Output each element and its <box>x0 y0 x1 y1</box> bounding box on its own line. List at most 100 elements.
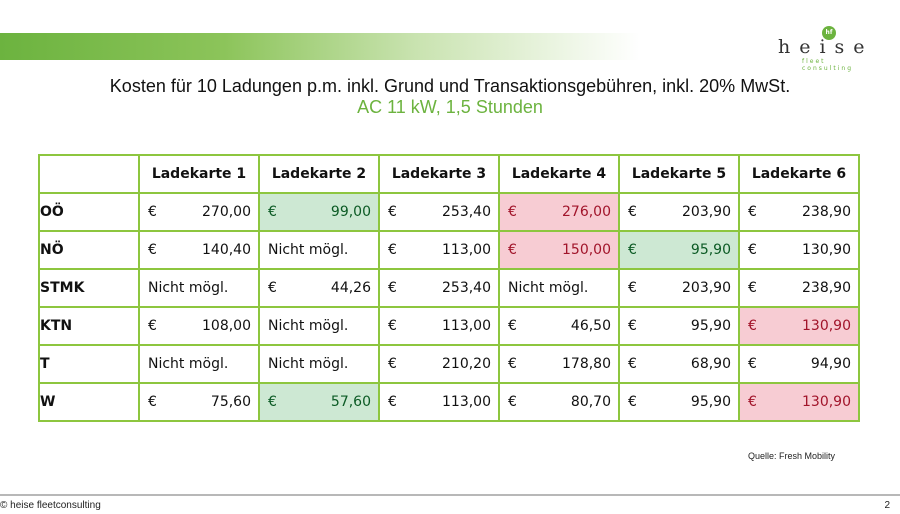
cost-amount: 113,00 <box>442 394 491 410</box>
slide-subtitle: AC 11 kW, 1,5 Stunden <box>357 97 543 117</box>
cost-amount: 276,00 <box>562 204 611 220</box>
currency-symbol: € <box>508 242 517 258</box>
currency-symbol: € <box>508 394 517 410</box>
table-row: T Nicht mögl. Nicht mögl. €210,20 €178,80 €68… <box>38 344 860 384</box>
cost-amount: 46,50 <box>570 318 611 334</box>
cost-cell: €94,90 <box>738 344 860 384</box>
not-possible-label: Nicht mögl. <box>268 242 349 258</box>
cost-cell: €210,20 <box>378 344 500 384</box>
cost-cell: €203,90 <box>618 268 740 308</box>
cost-cell: Nicht mögl. <box>258 230 380 270</box>
cost-amount: 210,20 <box>442 356 491 372</box>
cost-amount: 238,90 <box>802 280 851 296</box>
cost-cell: €238,90 <box>738 192 860 232</box>
cost-cell: €130,90 <box>738 382 860 422</box>
cost-cell: Nicht mögl. <box>138 344 260 384</box>
cost-amount: 150,00 <box>562 242 611 258</box>
cost-cell: €203,90 <box>618 192 740 232</box>
cost-amount: 270,00 <box>202 204 251 220</box>
column-header-ladekarte-6: Ladekarte 6 <box>738 154 860 194</box>
row-label: OÖ <box>38 192 140 232</box>
cost-cell: €253,40 <box>378 268 500 308</box>
currency-symbol: € <box>628 204 637 220</box>
column-header-ladekarte-3: Ladekarte 3 <box>378 154 500 194</box>
cost-cell: €130,90 <box>738 230 860 270</box>
cost-amount: 44,26 <box>330 280 371 296</box>
cost-cell: €238,90 <box>738 268 860 308</box>
table-header-row: Ladekarte 1 Ladekarte 2 Ladekarte 3 Ladekar… <box>38 154 860 194</box>
row-label: W <box>38 382 140 422</box>
cost-cell: €178,80 <box>498 344 620 384</box>
currency-symbol: € <box>748 204 757 220</box>
cost-amount: 253,40 <box>442 280 491 296</box>
footer-divider <box>0 494 900 496</box>
cost-cell: €99,00 <box>258 192 380 232</box>
currency-symbol: € <box>748 318 757 334</box>
row-label: KTN <box>38 306 140 346</box>
currency-symbol: € <box>748 280 757 296</box>
cost-amount: 113,00 <box>442 318 491 334</box>
currency-symbol: € <box>388 318 397 334</box>
cost-cell: €276,00 <box>498 192 620 232</box>
currency-symbol: € <box>148 204 157 220</box>
row-label: NÖ <box>38 230 140 270</box>
cost-cell: €108,00 <box>138 306 260 346</box>
cost-cell: Nicht mögl. <box>498 268 620 308</box>
currency-symbol: € <box>748 356 757 372</box>
logo-badge-icon: hf <box>822 26 836 40</box>
currency-symbol: € <box>148 394 157 410</box>
cost-amount: 130,90 <box>802 394 851 410</box>
currency-symbol: € <box>508 204 517 220</box>
cost-amount: 99,00 <box>330 204 371 220</box>
cost-amount: 80,70 <box>570 394 611 410</box>
footer-copyright: © heise fleetconsulting <box>0 500 101 511</box>
currency-symbol: € <box>628 356 637 372</box>
currency-symbol: € <box>748 242 757 258</box>
cost-cell: €150,00 <box>498 230 620 270</box>
cost-cell: €253,40 <box>378 192 500 232</box>
cost-amount: 95,90 <box>690 242 731 258</box>
logo-tagline: fleet consulting <box>802 58 853 72</box>
heise-logo: heise hf fleet consulting <box>778 26 878 72</box>
currency-symbol: € <box>268 394 277 410</box>
cost-amount: 130,90 <box>802 242 851 258</box>
cost-amount: 68,90 <box>690 356 731 372</box>
cost-cell: €113,00 <box>378 230 500 270</box>
cost-comparison-table: Ladekarte 1 Ladekarte 2 Ladekarte 3 Ladekar… <box>38 154 860 422</box>
cost-cell: €95,90 <box>618 306 740 346</box>
cost-cell: Nicht mögl. <box>258 344 380 384</box>
cost-amount: 95,90 <box>690 318 731 334</box>
currency-symbol: € <box>148 242 157 258</box>
cost-cell: €140,40 <box>138 230 260 270</box>
header-accent-bar <box>0 33 640 60</box>
table-row: STMK Nicht mögl. €44,26 €253,40 Nicht mögl. €… <box>38 268 860 308</box>
column-header-ladekarte-4: Ladekarte 4 <box>498 154 620 194</box>
cost-amount: 203,90 <box>682 280 731 296</box>
column-header-ladekarte-2: Ladekarte 2 <box>258 154 380 194</box>
column-header-ladekarte-1: Ladekarte 1 <box>138 154 260 194</box>
table-corner <box>38 154 140 194</box>
currency-symbol: € <box>148 318 157 334</box>
currency-symbol: € <box>388 242 397 258</box>
currency-symbol: € <box>628 394 637 410</box>
currency-symbol: € <box>748 394 757 410</box>
cost-amount: 95,90 <box>690 394 731 410</box>
cost-cell: €113,00 <box>378 306 500 346</box>
cost-amount: 57,60 <box>330 394 371 410</box>
currency-symbol: € <box>388 280 397 296</box>
cost-amount: 130,90 <box>802 318 851 334</box>
cost-cell: €95,90 <box>618 230 740 270</box>
cost-cell: €68,90 <box>618 344 740 384</box>
page-number: 2 <box>884 500 890 511</box>
logo-wordmark: heise <box>778 36 874 58</box>
cost-cell: €270,00 <box>138 192 260 232</box>
not-possible-label: Nicht mögl. <box>508 280 589 296</box>
not-possible-label: Nicht mögl. <box>148 280 229 296</box>
currency-symbol: € <box>268 280 277 296</box>
cost-amount: 238,90 <box>802 204 851 220</box>
not-possible-label: Nicht mögl. <box>268 318 349 334</box>
table-row: NÖ €140,40 Nicht mögl. €113,00 €150,00 €95,90… <box>38 230 860 270</box>
column-header-ladekarte-5: Ladekarte 5 <box>618 154 740 194</box>
cost-cell: €130,90 <box>738 306 860 346</box>
cost-amount: 75,60 <box>210 394 251 410</box>
